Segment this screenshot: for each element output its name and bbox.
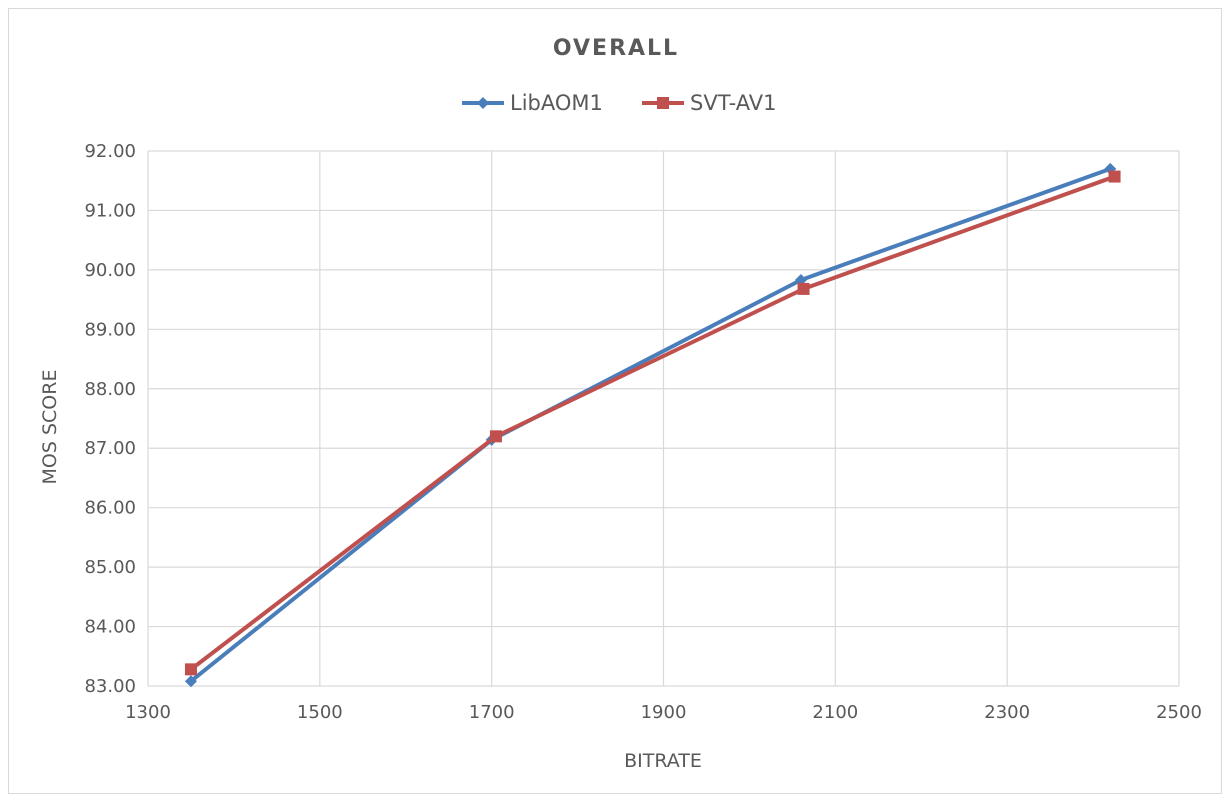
series-line: [189, 174, 1116, 671]
y-axis-ticks: 83.00 84.00 85.00 86.00 87.00 88.00 89.00 90.00…: [84, 141, 136, 697]
legend-label: LibAOM1: [510, 91, 603, 115]
y-tick-label: 86.00: [84, 498, 136, 519]
data-point: [489, 430, 502, 443]
y-tick-label: 90.00: [84, 260, 136, 281]
y-tick-label: 89.00: [84, 319, 136, 340]
series-SVT-AV1: [184, 170, 1121, 676]
series-line: [189, 166, 1111, 683]
data-point: [797, 282, 810, 295]
y-tick-label: 88.00: [84, 379, 136, 400]
y-tick-label: 87.00: [84, 438, 136, 459]
legend-swatch-marker: [657, 97, 669, 109]
chart-title: OVERALL: [553, 36, 679, 61]
x-axis-ticks: 1300 1500 1700 1900 2100 2300 2500: [125, 702, 1202, 723]
y-axis-label: MOS SCORE: [39, 370, 61, 485]
legend: LibAOM1 SVT-AV1: [462, 91, 776, 115]
data-point: [184, 675, 197, 688]
y-tick-label: 92.00: [84, 141, 136, 162]
gridlines: [147, 150, 1180, 687]
legend-item: LibAOM1: [462, 91, 603, 115]
y-tick-label: 84.00: [84, 617, 136, 638]
series-layer: [184, 162, 1121, 688]
x-tick-label: 1300: [125, 702, 171, 723]
x-tick-label: 1700: [469, 702, 515, 723]
data-point: [1108, 170, 1121, 183]
data-point: [184, 663, 197, 676]
series-LibAOM1: [184, 162, 1117, 688]
legend-swatch-marker: [477, 97, 489, 109]
legend-label: SVT-AV1: [690, 91, 776, 115]
y-tick-label: 85.00: [84, 557, 136, 578]
y-tick-label: 83.00: [84, 676, 136, 697]
x-tick-label: 1900: [641, 702, 687, 723]
line-chart: OVERALL LibAOM1 SVT-AV1 83.00 84.00 85.00 86…: [39, 36, 1202, 772]
x-axis-label: BITRATE: [624, 750, 702, 772]
x-tick-label: 2500: [1156, 702, 1202, 723]
x-tick-label: 1500: [297, 702, 343, 723]
y-tick-label: 91.00: [84, 200, 136, 221]
x-tick-label: 2100: [812, 702, 858, 723]
chart-frame: OVERALL LibAOM1 SVT-AV1 83.00 84.00 85.00 86…: [8, 8, 1222, 794]
legend-item: SVT-AV1: [642, 91, 776, 115]
x-tick-label: 2300: [984, 702, 1030, 723]
